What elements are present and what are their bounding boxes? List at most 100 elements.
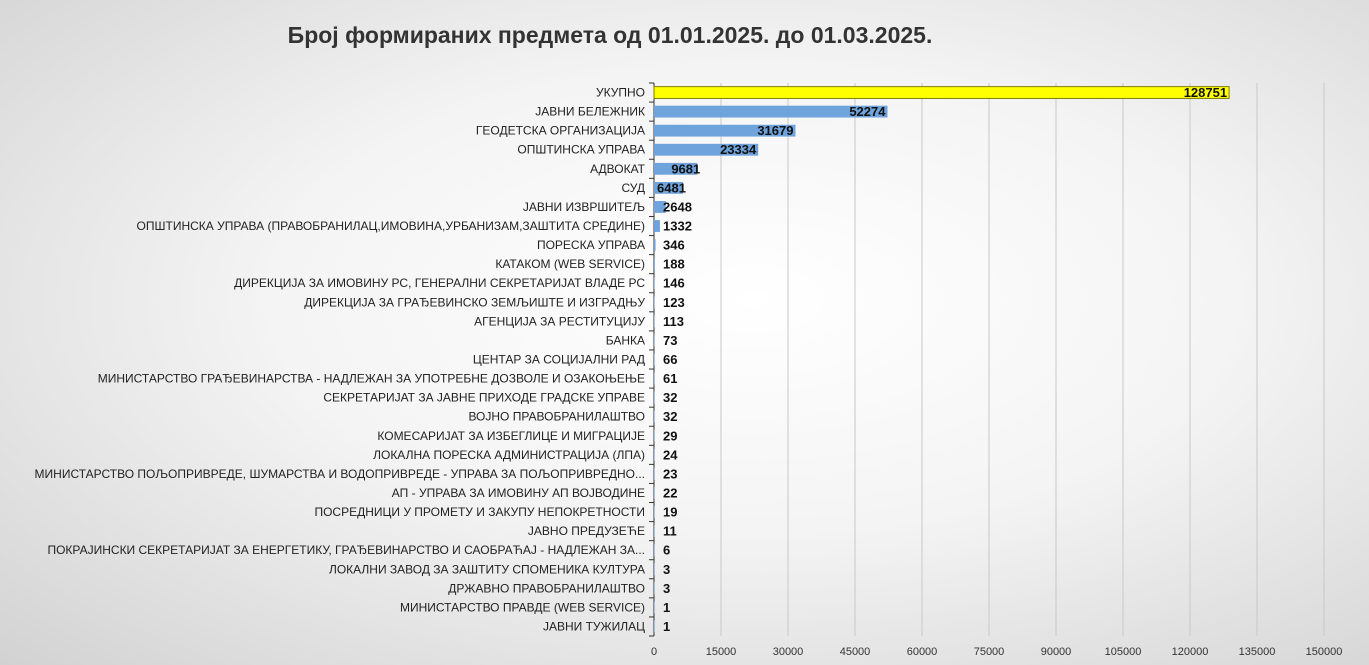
category-label: БАНКА <box>606 333 645 347</box>
data-label: 52274 <box>849 104 886 119</box>
category-label: МИНИСТАРСТВО ГРАЂЕВИНАРСТВА - НАДЛЕЖАН З… <box>98 372 645 386</box>
x-tick-label: 30000 <box>773 646 804 658</box>
category-label: ВОЈНО ПРАВОБРАНИЛАШТВО <box>468 410 645 424</box>
x-tick-label: 45000 <box>840 646 871 658</box>
bar <box>654 429 655 442</box>
bar <box>654 448 655 461</box>
x-tick-label: 90000 <box>1041 646 1072 658</box>
data-label: 128751 <box>1184 85 1227 100</box>
bar <box>653 86 1230 99</box>
category-label: ЈАВНИ ТУЖИЛАЦ <box>543 619 645 633</box>
data-label: 346 <box>663 238 685 253</box>
x-tick-label: 150000 <box>1306 646 1343 658</box>
bar <box>654 334 655 347</box>
category-label: КАТАКОМ (WEB SERVICE) <box>495 257 645 271</box>
bar <box>654 296 655 309</box>
data-label: 23 <box>663 466 677 481</box>
category-label: СЕКРЕТАРИЈАТ ЗА ЈАВНЕ ПРИХОДЕ ГРАДСКЕ УП… <box>323 391 645 405</box>
data-label: 23334 <box>720 142 757 157</box>
chart-title: Број формираних предмета од 01.01.2025. … <box>287 22 933 48</box>
bar <box>654 563 655 576</box>
category-label: ЈАВНИ БЕЛЕЖНИК <box>535 105 645 119</box>
category-label: ПОРЕСКА УПРАВА <box>537 238 645 252</box>
data-label: 61 <box>663 371 677 386</box>
data-label: 3 <box>663 562 670 577</box>
category-label: ЛОКАЛНА ПОРЕСКА АДМИНИСТРАЦИЈА (ЛПА) <box>373 448 645 462</box>
data-label: 29 <box>663 428 677 443</box>
data-label: 1332 <box>663 219 692 234</box>
category-label: ОПШТИНСКА УПРАВА <box>517 143 645 157</box>
category-label: ЈАВНИ ИЗВРШИТЕЉ <box>523 200 645 214</box>
bar <box>654 525 655 538</box>
data-label: 113 <box>663 314 684 329</box>
bar <box>654 201 666 213</box>
bar <box>654 220 660 232</box>
category-label: СУД <box>622 181 645 195</box>
data-label: 123 <box>663 295 685 310</box>
data-label: 32 <box>663 390 677 405</box>
bar <box>654 372 655 385</box>
category-label: ДИРЕКЦИЈА ЗА ИМОВИНУ РС, ГЕНЕРАЛНИ СЕКРЕ… <box>234 276 645 290</box>
category-label: АП - УПРАВА ЗА ИМОВИНУ АП ВОЈВОДИНЕ <box>392 486 645 500</box>
data-label: 19 <box>663 505 677 520</box>
x-tick-label: 75000 <box>974 646 1005 658</box>
data-label: 6481 <box>657 180 686 195</box>
category-label: ЛОКАЛНИ ЗАВОД ЗА ЗАШТИТУ СПОМЕНИКА КУЛТУ… <box>329 562 645 576</box>
data-label: 66 <box>663 352 677 367</box>
category-label: УКУПНО <box>596 86 645 100</box>
x-tick-label: 60000 <box>907 646 938 658</box>
x-tick-label: 15000 <box>706 646 737 658</box>
bar <box>654 181 683 194</box>
bar <box>654 620 655 633</box>
category-label: ОПШТИНСКА УПРАВА (ПРАВОБРАНИЛАЦ,ИМОВИНА,… <box>137 219 645 233</box>
bar <box>654 239 656 251</box>
x-tick-label: 105000 <box>1105 646 1142 658</box>
data-label: 2648 <box>663 199 692 214</box>
data-label: 11 <box>663 524 677 539</box>
data-label: 24 <box>663 447 678 462</box>
bar <box>654 601 655 614</box>
x-tick-label: 135000 <box>1239 646 1276 658</box>
category-label: ПОКРАЈИНСКИ СЕКРЕТАРИЈАТ ЗА ЕНЕРГЕТИКУ, … <box>47 543 645 557</box>
bar <box>654 468 655 480</box>
bar <box>654 258 655 271</box>
data-label: 22 <box>663 485 677 500</box>
category-label: ЈАВНО ПРЕДУЗЕЋЕ <box>528 524 645 538</box>
data-label: 188 <box>663 257 685 272</box>
bar <box>654 410 655 423</box>
bar <box>654 582 655 595</box>
bar <box>654 315 655 328</box>
bar <box>654 487 655 499</box>
bar <box>654 105 888 118</box>
bar <box>654 391 655 404</box>
data-label: 1 <box>663 619 670 634</box>
data-label: 73 <box>663 333 677 348</box>
bar <box>654 277 655 290</box>
category-label: ГЕОДЕТСКА ОРГАНИЗАЦИЈА <box>476 124 645 138</box>
bar <box>654 353 655 366</box>
data-label: 6 <box>663 543 670 558</box>
data-label: 1 <box>663 600 670 615</box>
data-label: 146 <box>663 276 685 291</box>
x-tick-label: 120000 <box>1172 646 1209 658</box>
x-tick-label: 0 <box>651 646 657 658</box>
data-label: 32 <box>663 409 677 424</box>
data-label: 31679 <box>757 123 793 138</box>
bar <box>654 506 655 518</box>
category-label: МИНИСТАРСТВО ПРАВДЕ (WEB SERVICE) <box>400 600 645 614</box>
bar <box>654 162 698 175</box>
bar <box>654 143 759 156</box>
data-label: 9681 <box>671 161 700 176</box>
data-label: 3 <box>663 581 670 596</box>
bar <box>654 544 655 557</box>
category-label: ПОСРЕДНИЦИ У ПРОМЕТУ И ЗАКУПУ НЕПОКРЕТНО… <box>314 505 645 519</box>
category-label: ДИРЕКЦИЈА ЗА ГРАЂЕВИНСКО ЗЕМЉИШТЕ И ИЗГР… <box>304 295 645 309</box>
category-label: ДРЖАВНО ПРАВОБРАНИЛАШТВО <box>448 581 645 595</box>
category-label: АДВОКАТ <box>590 162 646 176</box>
category-label: ЦЕНТАР ЗА СОЦИЈАЛНИ РАД <box>473 353 645 367</box>
category-label: КОМЕСАРИЈАТ ЗА ИЗБЕГЛИЦЕ И МИГРАЦИЈЕ <box>377 429 645 443</box>
category-label: АГЕНЦИЈА ЗА РЕСТИТУЦИЈУ <box>474 314 645 328</box>
category-label: МИНИСТАРСТВО ПОЉОПРИВРЕДЕ, ШУМАРСТВА И В… <box>35 467 645 481</box>
